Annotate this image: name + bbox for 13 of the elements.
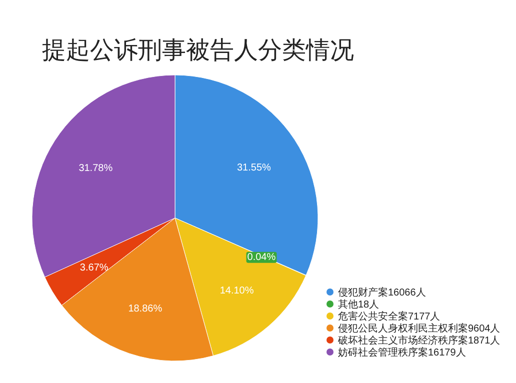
legend-label: 侵犯公民人身权利民主权利案9604人 (338, 322, 500, 334)
legend-label: 妨碍社会管理秩序案16179人 (338, 346, 466, 358)
data-label: 14.10% (220, 285, 254, 296)
data-label: 31.55% (237, 162, 272, 174)
legend-label: 危害公共安全案7177人 (338, 310, 440, 322)
data-label: 3.67% (80, 262, 108, 274)
legend-label: 破坏社会主义市场经济秩序案1871人 (337, 334, 500, 346)
data-label: 0.04% (247, 252, 276, 263)
legend-label: 其他18人 (338, 298, 380, 310)
legend-label: 侵犯财产案16066人 (338, 286, 426, 298)
data-label: 18.86% (128, 304, 162, 315)
chart-title: 提起公诉刑事被告人分类情况 (42, 37, 354, 64)
data-label: 31.78% (78, 162, 113, 174)
